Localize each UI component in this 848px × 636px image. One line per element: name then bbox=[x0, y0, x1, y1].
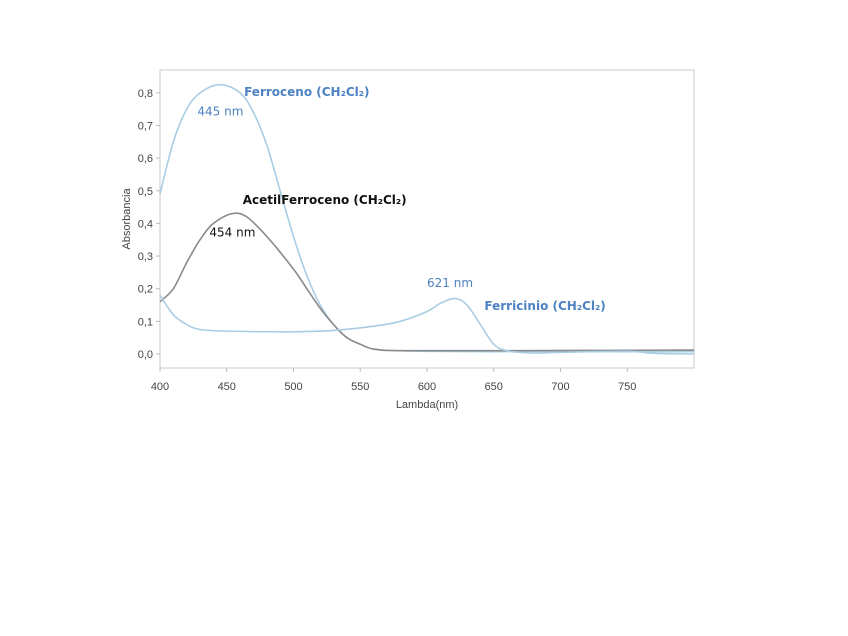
y-axis-label: Absorbancia bbox=[121, 188, 133, 250]
y-tick-label: 0,1 bbox=[138, 316, 153, 328]
y-tick-label: 0,8 bbox=[138, 88, 153, 100]
series-line-0 bbox=[159, 83, 695, 353]
annotation-label: Ferroceno (CH₂Cl₂) bbox=[244, 85, 369, 99]
x-tick-label: 450 bbox=[218, 381, 236, 393]
x-tick-label: 600 bbox=[418, 381, 436, 393]
x-tick-label: 500 bbox=[284, 381, 302, 393]
x-tick-label: 550 bbox=[351, 381, 369, 393]
series-line-2 bbox=[159, 294, 695, 355]
annotation-label: 621 nm bbox=[427, 276, 473, 290]
x-axis-label: Lambda(nm) bbox=[396, 399, 458, 411]
x-tick-label: 400 bbox=[151, 381, 169, 393]
x-tick-label: 650 bbox=[485, 381, 503, 393]
y-tick-label: 0,2 bbox=[138, 284, 153, 296]
y-tick-label: 0,7 bbox=[138, 120, 153, 132]
y-tick-label: 0,6 bbox=[138, 153, 153, 165]
y-tick-label: 0,4 bbox=[138, 218, 153, 230]
x-tick-label: 700 bbox=[551, 381, 569, 393]
series-line-1 bbox=[159, 212, 695, 352]
annotation-label: 454 nm bbox=[209, 225, 255, 239]
annotation-label: Ferricinio (CH₂Cl₂) bbox=[484, 299, 605, 313]
x-tick-label: 750 bbox=[618, 381, 636, 393]
y-tick-label: 0,0 bbox=[138, 349, 153, 361]
annotation-label: AcetilFerroceno (CH₂Cl₂) bbox=[243, 193, 407, 207]
y-tick-label: 0,3 bbox=[138, 251, 153, 263]
y-tick-label: 0,5 bbox=[138, 186, 153, 198]
annotation-label: 445 nm bbox=[197, 105, 243, 119]
